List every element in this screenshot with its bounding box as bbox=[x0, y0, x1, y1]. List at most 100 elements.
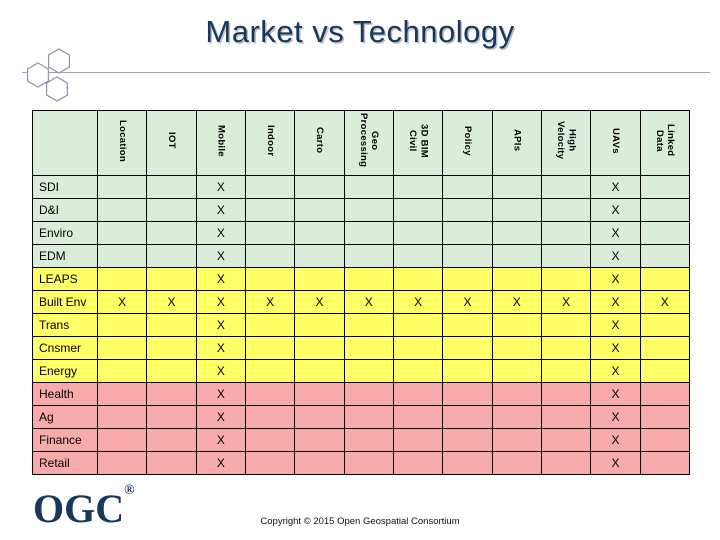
matrix-cell bbox=[146, 336, 197, 360]
matrix-cell bbox=[146, 382, 197, 406]
row-label: Cnsmer bbox=[32, 336, 98, 360]
matrix-cell bbox=[540, 428, 592, 452]
corner-cell bbox=[32, 110, 98, 176]
matrix-cell bbox=[96, 428, 148, 452]
matrix-cell bbox=[343, 221, 394, 245]
matrix-cell bbox=[491, 451, 542, 475]
matrix-cell bbox=[442, 175, 493, 199]
matrix-cell: X bbox=[195, 267, 246, 291]
matrix-cell bbox=[146, 359, 197, 383]
matrix-cell: X bbox=[146, 290, 197, 314]
table-row: Energy X X bbox=[32, 359, 691, 383]
matrix-cell: X bbox=[343, 290, 394, 314]
row-label: SDI bbox=[32, 175, 98, 199]
matrix-cell bbox=[96, 175, 148, 199]
matrix-cell: X bbox=[590, 336, 641, 360]
column-header: Carto bbox=[294, 110, 345, 176]
matrix-cell: X bbox=[590, 405, 641, 429]
matrix-cell bbox=[244, 451, 296, 475]
divider-line bbox=[22, 72, 710, 73]
matrix-cell bbox=[96, 221, 148, 245]
matrix-cell: X bbox=[195, 290, 246, 314]
matrix-cell: X bbox=[590, 382, 641, 406]
matrix-cell bbox=[96, 198, 148, 222]
matrix-cell: X bbox=[540, 290, 592, 314]
matrix-cell bbox=[146, 244, 197, 268]
row-label: EDM bbox=[32, 244, 98, 268]
table-row: Trans X X bbox=[32, 313, 691, 337]
column-header-label: Geo Processing bbox=[357, 113, 381, 168]
matrix-cell: X bbox=[195, 451, 246, 475]
matrix-cell bbox=[491, 405, 542, 429]
matrix-cell bbox=[442, 428, 493, 452]
matrix-cell: X bbox=[195, 336, 246, 360]
matrix-cell bbox=[244, 359, 296, 383]
matrix-cell: X bbox=[96, 290, 148, 314]
matrix-cell bbox=[639, 336, 691, 360]
matrix-cell bbox=[244, 244, 296, 268]
column-header-label: 3D BIM Civil bbox=[407, 123, 430, 158]
matrix-cell bbox=[540, 405, 592, 429]
matrix-cell bbox=[491, 336, 542, 360]
matrix-cell: X bbox=[590, 198, 641, 222]
matrix-cell bbox=[392, 244, 444, 268]
matrix-cell bbox=[146, 428, 197, 452]
table-row: Enviro X X bbox=[32, 221, 691, 245]
matrix-cell bbox=[146, 267, 197, 291]
matrix-cell: X bbox=[639, 290, 691, 314]
matrix-cell bbox=[540, 175, 592, 199]
matrix-cell bbox=[442, 244, 493, 268]
matrix-cell bbox=[540, 336, 592, 360]
matrix-cell bbox=[343, 198, 394, 222]
matrix-cell bbox=[146, 313, 197, 337]
matrix-cell bbox=[392, 198, 444, 222]
matrix-cell bbox=[343, 313, 394, 337]
matrix-cell bbox=[294, 405, 345, 429]
matrix-cell: X bbox=[195, 244, 246, 268]
matrix-cell bbox=[96, 359, 148, 383]
matrix-cell bbox=[639, 313, 691, 337]
table-row: LEAPS X X bbox=[32, 267, 691, 291]
matrix-cell bbox=[244, 221, 296, 245]
matrix-cell bbox=[294, 267, 345, 291]
matrix-cell bbox=[491, 244, 542, 268]
matrix-cell: X bbox=[590, 221, 641, 245]
matrix-cell bbox=[343, 382, 394, 406]
matrix-cell bbox=[540, 359, 592, 383]
column-header: Indoor bbox=[244, 110, 296, 176]
table-row: Cnsmer X X bbox=[32, 336, 691, 360]
matrix-cell bbox=[639, 221, 691, 245]
matrix-cell bbox=[343, 359, 394, 383]
matrix-cell bbox=[343, 336, 394, 360]
matrix-cell bbox=[540, 267, 592, 291]
matrix-cell bbox=[540, 451, 592, 475]
matrix-cell bbox=[244, 267, 296, 291]
matrix-cell bbox=[96, 405, 148, 429]
column-header-label: APIs bbox=[511, 129, 523, 152]
row-label: Enviro bbox=[32, 221, 98, 245]
matrix-cell bbox=[639, 244, 691, 268]
matrix-cell bbox=[96, 267, 148, 291]
matrix-cell bbox=[96, 336, 148, 360]
column-header: 3D BIM Civil bbox=[392, 110, 444, 176]
hexagon-logo-icon bbox=[26, 48, 71, 102]
matrix-cell bbox=[392, 175, 444, 199]
row-label: Finance bbox=[32, 428, 98, 452]
row-label: Built Env bbox=[32, 290, 98, 314]
matrix-cell bbox=[244, 428, 296, 452]
matrix-cell bbox=[639, 382, 691, 406]
market-technology-matrix: Location IOT Mobile Indoor Carto Geo Processi… bbox=[32, 110, 691, 475]
matrix-cell bbox=[392, 428, 444, 452]
matrix-cell: X bbox=[590, 244, 641, 268]
column-header-label: Indoor bbox=[264, 124, 276, 157]
matrix-cell bbox=[343, 451, 394, 475]
column-header-label: UAVs bbox=[610, 127, 622, 154]
row-label: LEAPS bbox=[32, 267, 98, 291]
table-row: D&I X X bbox=[32, 198, 691, 222]
matrix-cell bbox=[392, 313, 444, 337]
matrix-cell bbox=[294, 428, 345, 452]
header-row: Location IOT Mobile Indoor Carto Geo Processi… bbox=[32, 110, 691, 176]
matrix-cell bbox=[392, 382, 444, 406]
matrix-cell: X bbox=[195, 221, 246, 245]
matrix-cell bbox=[491, 428, 542, 452]
